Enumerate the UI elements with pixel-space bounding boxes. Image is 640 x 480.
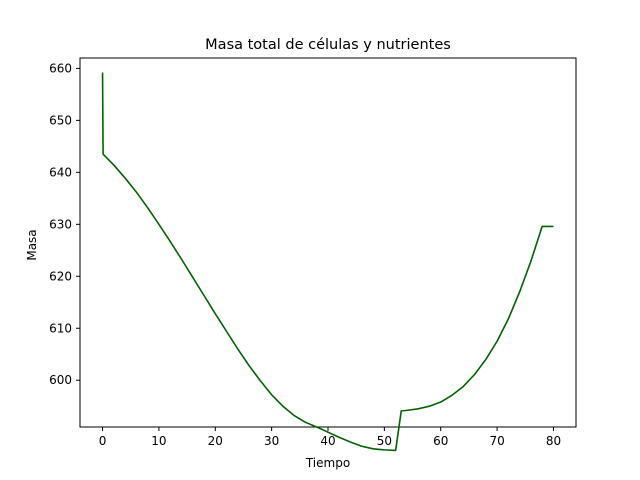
x-axis-label: Tiempo [305,456,350,470]
y-tick-label-2: 620 [49,269,72,283]
y-tick-label-3: 630 [49,217,72,231]
series-line-0 [101,72,554,452]
x-tick-label-8: 80 [546,434,561,448]
x-axis-ticks: 0 10 20 30 40 50 60 70 80 [99,427,561,448]
y-tick-label-6: 660 [49,61,72,75]
y-axis-label: Masa [25,229,39,260]
y-tick-label-5: 650 [49,113,72,127]
x-tick-label-5: 50 [377,434,392,448]
x-tick-label-1: 10 [151,434,166,448]
series-layer [101,72,554,452]
x-tick-label-7: 70 [489,434,504,448]
y-axis-ticks: 600 610 620 630 640 650 660 [49,61,80,387]
y-tick-label-4: 640 [49,165,72,179]
x-tick-label-2: 20 [208,434,223,448]
y-tick-label-1: 610 [49,321,72,335]
x-tick-label-4: 40 [320,434,335,448]
x-tick-label-3: 30 [264,434,279,448]
y-tick-label-0: 600 [49,373,72,387]
chart-title: Masa total de células y nutrientes [205,37,451,53]
x-tick-label-0: 0 [99,434,107,448]
x-tick-label-6: 60 [433,434,448,448]
